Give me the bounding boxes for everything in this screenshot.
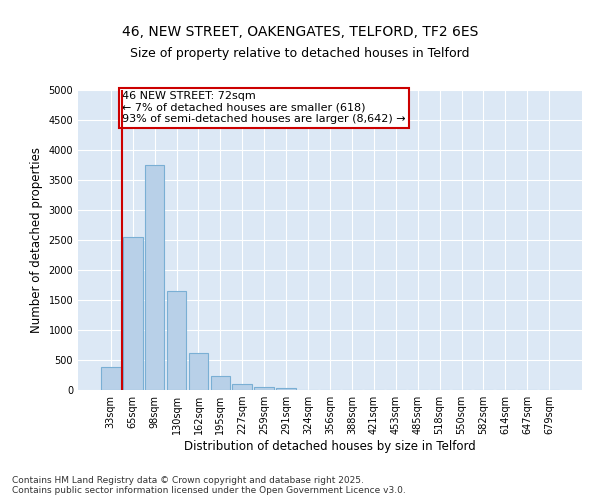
Bar: [254, 387, 274, 390]
Text: Contains HM Land Registry data © Crown copyright and database right 2025.
Contai: Contains HM Land Registry data © Crown c…: [12, 476, 406, 495]
Text: Size of property relative to detached houses in Telford: Size of property relative to detached ho…: [130, 48, 470, 60]
Text: 46, NEW STREET, OAKENGATES, TELFORD, TF2 6ES: 46, NEW STREET, OAKENGATES, TELFORD, TF2…: [122, 25, 478, 39]
Bar: [211, 376, 230, 390]
Bar: [232, 384, 252, 390]
Bar: [101, 367, 121, 390]
Bar: [276, 388, 296, 390]
Bar: [167, 291, 187, 390]
Bar: [123, 237, 143, 390]
X-axis label: Distribution of detached houses by size in Telford: Distribution of detached houses by size …: [184, 440, 476, 453]
Bar: [188, 353, 208, 390]
Bar: [145, 165, 164, 390]
Y-axis label: Number of detached properties: Number of detached properties: [30, 147, 43, 333]
Text: 46 NEW STREET: 72sqm
← 7% of detached houses are smaller (618)
93% of semi-detac: 46 NEW STREET: 72sqm ← 7% of detached ho…: [122, 91, 406, 124]
